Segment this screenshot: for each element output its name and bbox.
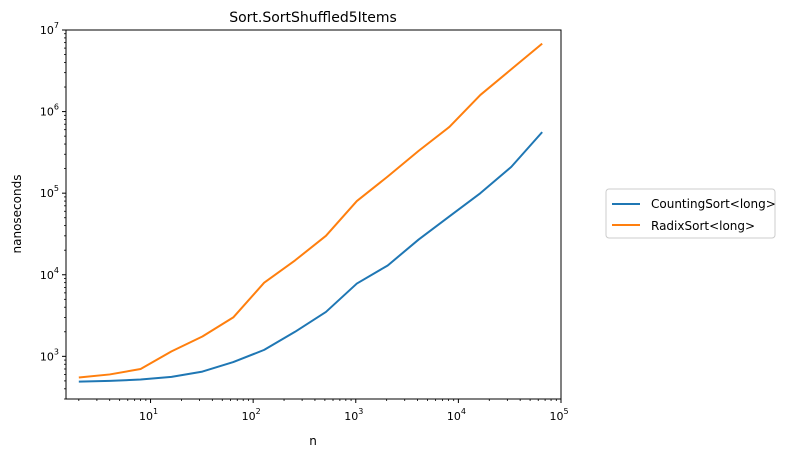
y-tick-label: 105: [40, 184, 59, 200]
legend-frame: [605, 188, 776, 239]
x-tick-label: 105: [549, 407, 568, 423]
chart-title: Sort.SortShuffled5Items: [229, 10, 397, 26]
x-tick-label: 103: [344, 407, 363, 423]
series-layer: [78, 42, 543, 383]
series-line-0: [78, 131, 543, 383]
x-axis: 101 102 103 104 105: [78, 399, 569, 423]
y-axis: 103 104 105 106 107: [40, 21, 66, 400]
y-tick-label: 107: [40, 21, 59, 37]
x-tick-label: 102: [242, 407, 261, 423]
legend-label-counting-sort: CountingSort<long>: [651, 197, 776, 211]
y-tick-label: 104: [40, 266, 59, 282]
x-tick-label: 104: [447, 407, 466, 423]
y-axis-label: nanoseconds: [10, 175, 24, 254]
legend-label-radix-sort: RadixSort<long>: [651, 219, 755, 233]
y-tick-label: 106: [40, 103, 59, 119]
y-tick-label: 103: [40, 347, 59, 363]
x-axis-label: n: [309, 434, 317, 448]
legend: CountingSort<long> RadixSort<long>: [605, 188, 776, 239]
x-tick-label: 101: [139, 407, 158, 423]
plot-frame: [65, 29, 562, 400]
series-line-1: [78, 42, 543, 379]
